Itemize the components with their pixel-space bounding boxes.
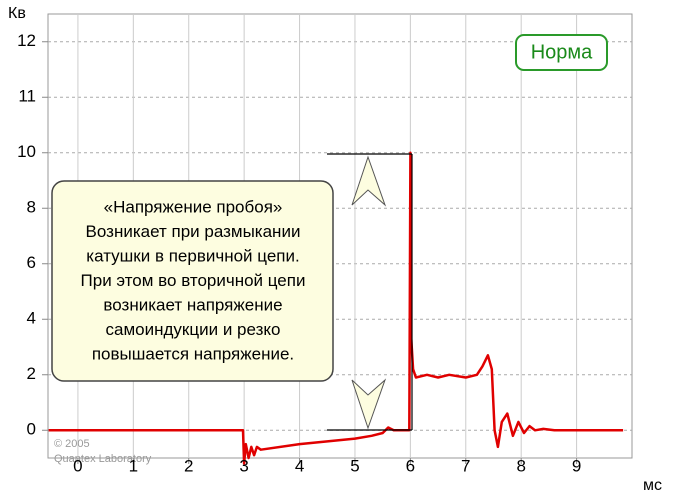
status-badge [515, 34, 608, 71]
y-tick-label: 11 [18, 87, 36, 106]
marks [48, 151, 624, 465]
note: «Напряжение пробоя» Возникает при размыка… [81, 197, 306, 363]
x-axis-label: мс [643, 477, 662, 494]
y-tick-label: 2 [27, 364, 36, 383]
note-line: возникает напряжение [103, 295, 282, 314]
y-tick-label: 4 [27, 309, 36, 328]
arrow-down [351, 378, 387, 430]
note-line: повышается напряжение. [92, 344, 294, 363]
x-tick-label: 4 [295, 456, 304, 475]
note-line: Возникает при размыкании [86, 222, 301, 241]
note-line: «Напряжение пробоя» [104, 197, 283, 216]
credit: © 2005 Quantex Laboratory [54, 438, 152, 465]
note-line: катушки в первичной цепи. [86, 246, 299, 265]
note-box [51, 180, 334, 382]
x-tick-label: 5 [350, 456, 359, 475]
y-tick-label: 12 [17, 31, 36, 50]
y-tick-label: 8 [27, 198, 36, 217]
x-tick-label: 0 [73, 456, 82, 475]
y-tick-label: 0 [27, 420, 36, 439]
x-tick-label: 9 [572, 456, 581, 475]
y-tick-label: 10 [17, 142, 36, 161]
credit-line: © 2005 [54, 438, 90, 450]
x-tick-label: 3 [239, 456, 248, 475]
note-line: При этом во вторичной цепи [81, 271, 306, 290]
signal-line [48, 151, 624, 465]
x-tick-label: 6 [406, 456, 415, 475]
note-line: самоиндукции и резко [106, 320, 281, 339]
x-tick-label: 7 [461, 456, 470, 475]
status-text: Норма [531, 41, 593, 63]
y-axis-label: Кв [8, 5, 26, 22]
x-tick-label: 2 [184, 456, 193, 475]
x-tick-label: 8 [516, 456, 525, 475]
credit-line: Quantex Laboratory [54, 453, 152, 465]
arrow-up [351, 155, 387, 207]
y-tick-label: 6 [27, 253, 36, 272]
x-tick-label: 1 [129, 456, 138, 475]
